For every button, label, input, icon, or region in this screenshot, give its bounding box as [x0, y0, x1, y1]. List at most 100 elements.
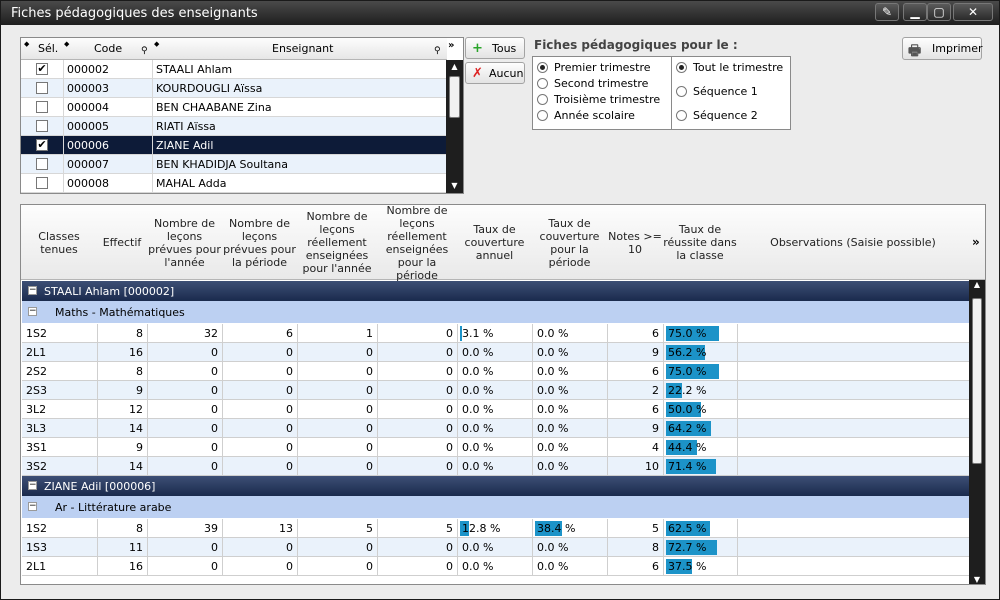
cell-pa: 0	[148, 400, 223, 419]
observations-cell[interactable]	[738, 324, 970, 343]
observations-cell[interactable]	[738, 438, 970, 457]
column-header[interactable]: Classes tenues	[38, 229, 80, 256]
cell-cls: 2L1	[22, 557, 98, 576]
cell-notes: 6	[608, 400, 664, 419]
scrollbar-thumb[interactable]	[972, 298, 982, 464]
teacher-checkbox[interactable]	[36, 158, 48, 170]
subject-group-header[interactable]: − Ar - Littérature arabe	[22, 496, 970, 518]
sort-icon[interactable]: ◆	[154, 40, 160, 48]
teacher-code: 000007	[67, 158, 109, 171]
search-icon[interactable]: ⚲	[141, 46, 148, 56]
maximize-button[interactable]: ▢	[927, 3, 951, 21]
teacher-checkbox[interactable]	[36, 177, 48, 189]
expand-columns-icon[interactable]: »	[972, 235, 980, 249]
select-all-button[interactable]: + Tous	[465, 37, 525, 59]
print-button[interactable]: 🖶 Imprimer	[902, 37, 983, 60]
observations-cell[interactable]	[738, 557, 970, 576]
observations-cell[interactable]	[738, 343, 970, 362]
plus-icon: +	[472, 41, 483, 56]
column-sel[interactable]: Sél.	[38, 42, 59, 55]
teacher-row[interactable]: 000003 KOURDOUGLI Aïssa	[21, 79, 447, 98]
observations-cell[interactable]	[738, 381, 970, 400]
teacher-checkbox[interactable]: ✔	[36, 138, 48, 151]
table-row[interactable]: 2L1 16 0 0 0 0 0.0 % 0.0 % 9 56.2 %	[22, 343, 970, 362]
observations-cell[interactable]	[738, 538, 970, 557]
observations-cell[interactable]	[738, 400, 970, 419]
observations-cell[interactable]	[738, 457, 970, 476]
cell-eff: 16	[98, 557, 148, 576]
cell-notes: 9	[608, 419, 664, 438]
expand-columns-icon[interactable]: »	[448, 40, 455, 51]
sort-icon[interactable]: ◆	[64, 40, 70, 48]
teacher-row[interactable]: 000005 RIATI Aïssa	[21, 117, 447, 136]
teacher-row[interactable]: ✔ 000002 STAALI Ahlam	[21, 60, 447, 79]
table-row[interactable]: 1S2 8 39 13 5 5 12.8 % 38.4 % 5 62.5 %	[22, 519, 970, 538]
column-header[interactable]: Notes >= 10	[608, 229, 662, 256]
column-header[interactable]: Nombre de leçons prévues pour l'année	[148, 216, 221, 269]
rate-value: 0.0 %	[537, 384, 569, 397]
rate-value: 50.0 %	[668, 403, 707, 416]
teacher-checkbox[interactable]	[36, 120, 48, 132]
collapse-icon[interactable]: −	[28, 501, 37, 511]
column-header[interactable]: Taux de couverture pour la période	[539, 216, 600, 269]
teacher-row[interactable]: 000004 BEN CHAABANE Zina	[21, 98, 447, 117]
select-none-button[interactable]: ✗ Aucun	[465, 62, 525, 84]
table-row[interactable]: 3L2 12 0 0 0 0 0.0 % 0.0 % 6 50.0 %	[22, 400, 970, 419]
scroll-up-icon[interactable]: ▲	[451, 62, 458, 71]
search-icon[interactable]: ⚲	[434, 46, 441, 56]
teacher-grid-scrollbar[interactable]: ▲ ▼	[446, 60, 463, 193]
term-radio[interactable]: Second trimestre	[537, 77, 648, 90]
scroll-down-icon[interactable]: ▼	[973, 575, 981, 584]
table-row[interactable]: 3L3 14 0 0 0 0 0.0 % 0.0 % 9 64.2 %	[22, 419, 970, 438]
scroll-down-icon[interactable]: ▼	[451, 181, 458, 190]
column-teacher[interactable]: Enseignant	[272, 42, 334, 55]
cell-ra: 1	[298, 324, 378, 343]
close-button[interactable]: ✕	[953, 3, 993, 21]
rate-cell: 0.0 %	[458, 381, 533, 400]
term-radio[interactable]: Troisième trimestre	[537, 93, 660, 106]
observations-cell[interactable]	[738, 519, 970, 538]
column-header[interactable]: Nombre de leçons prévues pour la période	[223, 216, 296, 269]
rate-cell: 0.0 %	[533, 538, 608, 557]
results-grid-scrollbar[interactable]: ▲ ▼	[969, 280, 985, 584]
collapse-icon[interactable]: −	[28, 306, 37, 316]
minimize-button[interactable]: ▁	[903, 3, 927, 21]
scrollbar-thumb[interactable]	[449, 76, 460, 118]
column-header[interactable]: Observations (Saisie possible)	[770, 236, 936, 249]
column-header[interactable]: Taux de réussite dans la classe	[663, 223, 737, 262]
term-radio[interactable]: Année scolaire	[537, 109, 635, 122]
table-row[interactable]: 1S2 8 32 6 1 0 3.1 % 0.0 % 6 75.0 %	[22, 324, 970, 343]
table-row[interactable]: 2S2 8 0 0 0 0 0.0 % 0.0 % 6 75.0 %	[22, 362, 970, 381]
scope-radio[interactable]: Tout le trimestre	[676, 61, 783, 74]
scope-radio[interactable]: Séquence 1	[676, 85, 758, 98]
table-row[interactable]: 3S1 9 0 0 0 0 0.0 % 0.0 % 4 44.4 %	[22, 438, 970, 457]
teacher-group-header[interactable]: − ZIANE Adil [000006]	[22, 476, 970, 496]
teacher-row[interactable]: 000007 BEN KHADIDJA Soultana	[21, 155, 447, 174]
term-radio[interactable]: Premier trimestre	[537, 61, 651, 74]
table-row[interactable]: 3S2 14 0 0 0 0 0.0 % 0.0 % 10 71.4 %	[22, 457, 970, 476]
column-header[interactable]: Nombre de leçons réellement enseignées p…	[302, 210, 372, 275]
teacher-checkbox[interactable]	[36, 101, 48, 113]
sort-icon[interactable]: ◆	[24, 40, 30, 48]
observations-cell[interactable]	[738, 419, 970, 438]
column-header[interactable]: Effectif	[102, 236, 142, 249]
collapse-icon[interactable]: −	[28, 480, 37, 490]
table-row[interactable]: 2L1 16 0 0 0 0 0.0 % 0.0 % 6 37.5 %	[22, 557, 970, 576]
collapse-icon[interactable]: −	[28, 285, 37, 295]
observations-cell[interactable]	[738, 362, 970, 381]
teacher-group-header[interactable]: − STAALI Ahlam [000002]	[22, 281, 970, 301]
column-code[interactable]: Code	[94, 42, 123, 55]
subject-group-header[interactable]: − Maths - Mathématiques	[22, 301, 970, 323]
scope-radio[interactable]: Séquence 2	[676, 109, 758, 122]
teacher-checkbox[interactable]	[36, 82, 48, 94]
scroll-up-icon[interactable]: ▲	[973, 280, 981, 289]
table-row[interactable]: 2S3 9 0 0 0 0 0.0 % 0.0 % 2 22.2 %	[22, 381, 970, 400]
teacher-row[interactable]: ✔ 000006 ZIANE Adil	[21, 136, 447, 155]
teacher-checkbox[interactable]: ✔	[36, 62, 48, 75]
rate-cell: 64.2 %	[664, 419, 738, 438]
column-header[interactable]: Taux de couverture annuel	[464, 223, 525, 262]
brush-icon[interactable]: ✎	[875, 3, 899, 21]
teacher-row[interactable]: 000008 MAHAL Adda	[21, 174, 447, 193]
column-header[interactable]: Nombre de leçons réellement enseignées p…	[385, 204, 449, 282]
table-row[interactable]: 1S3 11 0 0 0 0 0.0 % 0.0 % 8 72.7 %	[22, 538, 970, 557]
